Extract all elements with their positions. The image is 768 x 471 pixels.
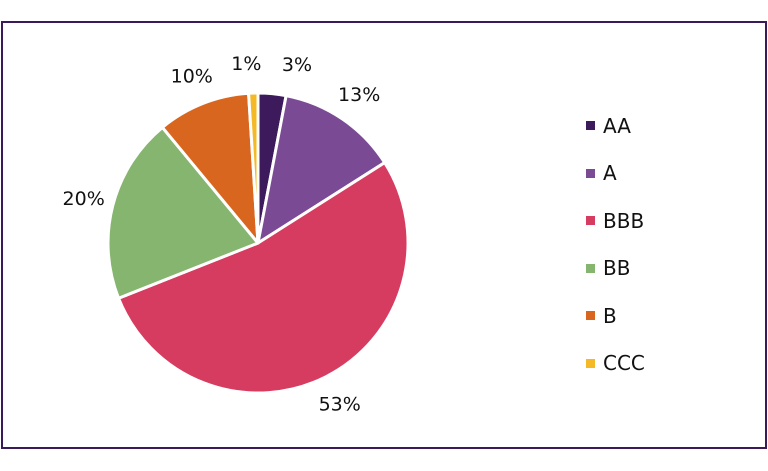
data-label-bb: 20% <box>63 188 105 210</box>
legend-label: AA <box>603 113 631 138</box>
legend-item-a: A <box>586 150 645 198</box>
legend-label: BB <box>603 256 631 281</box>
legend: AA A BBB BB B CCC <box>586 102 645 387</box>
legend-label: B <box>603 303 617 328</box>
legend-item-aa: AA <box>586 102 645 150</box>
pie-slice-bb <box>106 125 260 300</box>
legend-label: A <box>603 161 617 186</box>
data-label-ccc: 1% <box>231 53 261 75</box>
pie-slice-b <box>160 91 260 245</box>
legend-item-bb: BB <box>586 245 645 293</box>
legend-swatch <box>586 216 595 226</box>
legend-swatch <box>586 358 595 368</box>
legend-swatch <box>586 263 595 273</box>
legend-swatch <box>586 168 595 178</box>
legend-label: BBB <box>603 208 645 233</box>
data-label-a: 13% <box>338 84 380 106</box>
legend-item-b: B <box>586 292 645 340</box>
legend-item-ccc: CCC <box>586 340 645 388</box>
legend-label: CCC <box>603 351 645 376</box>
pie-slice-ccc <box>247 91 260 245</box>
pie-slice-bbb <box>117 161 410 395</box>
legend-swatch <box>586 121 595 131</box>
legend-swatch <box>586 311 595 321</box>
data-label-aa: 3% <box>282 54 312 76</box>
data-label-b: 10% <box>171 66 213 88</box>
chart-frame <box>1 21 767 449</box>
pie-slice-a <box>256 94 387 245</box>
legend-item-bbb: BBB <box>586 197 645 245</box>
data-label-bbb: 53% <box>319 393 361 415</box>
